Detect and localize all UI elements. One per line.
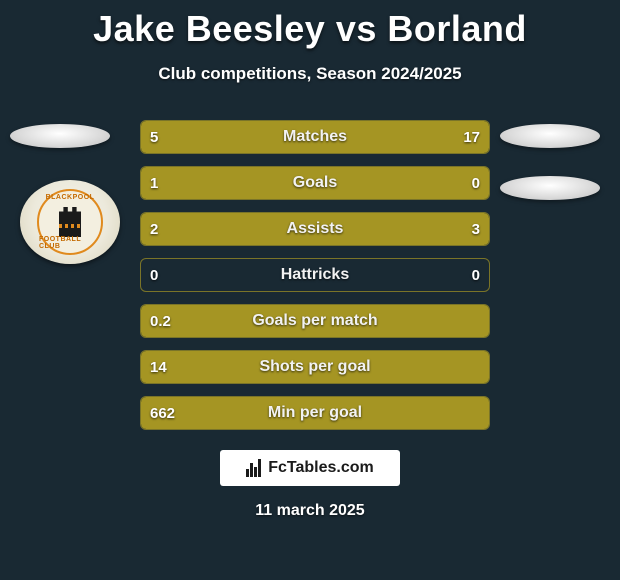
club-left-ring: BLACKPOOL FOOTBALL CLUB: [37, 189, 103, 255]
footer-date: 11 march 2025: [0, 502, 620, 520]
player-left-badge: [10, 124, 110, 148]
club-left-icon: [59, 207, 81, 237]
stat-label: Assists: [140, 212, 490, 246]
club-left-text-bottom: FOOTBALL CLUB: [39, 236, 101, 250]
stat-label: Hattricks: [140, 258, 490, 292]
fctables-icon: [246, 459, 264, 477]
club-right-badge: [500, 176, 600, 200]
page-title: Jake Beesley vs Borland: [0, 0, 620, 50]
stat-row: 662Min per goal: [140, 396, 490, 430]
attribution-box: FcTables.com: [220, 450, 400, 486]
stat-label: Goals: [140, 166, 490, 200]
stat-row: 14Shots per goal: [140, 350, 490, 384]
stat-label: Matches: [140, 120, 490, 154]
attribution-text: FcTables.com: [268, 459, 374, 477]
stat-row: 10Goals: [140, 166, 490, 200]
stat-row: 00Hattricks: [140, 258, 490, 292]
club-left-text-top: BLACKPOOL: [46, 194, 95, 201]
stat-row: 23Assists: [140, 212, 490, 246]
stat-label: Goals per match: [140, 304, 490, 338]
stat-row: 517Matches: [140, 120, 490, 154]
player-right-badge: [500, 124, 600, 148]
comparison-chart: 517Matches 10Goals 23Assists 00Hattricks 0.2…: [140, 120, 490, 442]
page-subtitle: Club competitions, Season 2024/2025: [0, 64, 620, 84]
stat-label: Shots per goal: [140, 350, 490, 384]
stat-label: Min per goal: [140, 396, 490, 430]
stat-row: 0.2Goals per match: [140, 304, 490, 338]
club-left-badge: BLACKPOOL FOOTBALL CLUB: [20, 180, 120, 264]
